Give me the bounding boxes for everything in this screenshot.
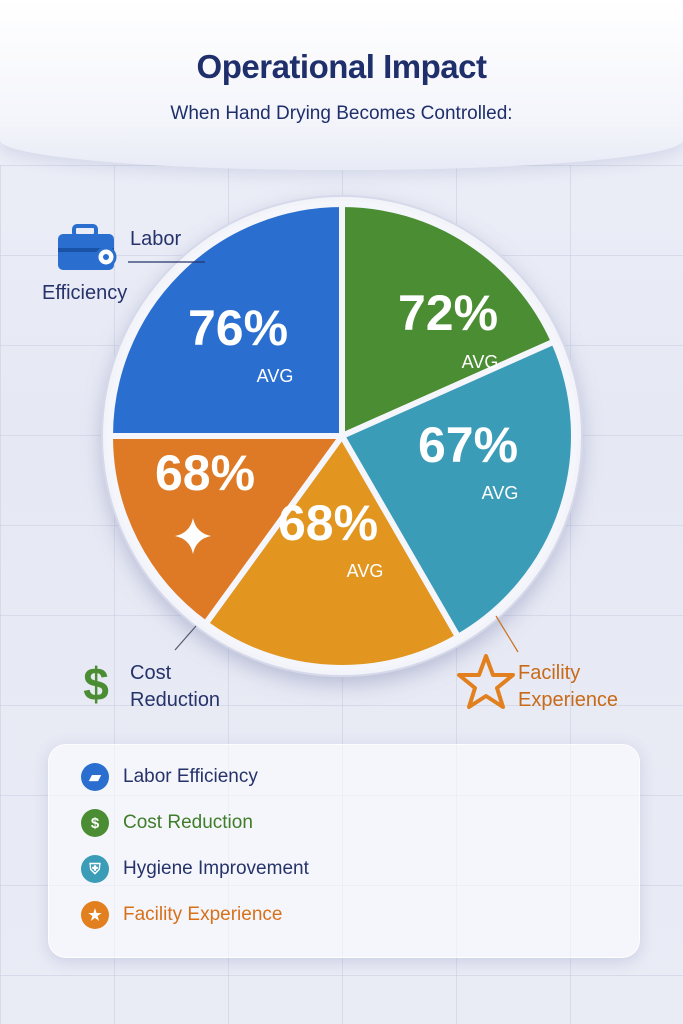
pie-slice-value-label: 68% [155,445,255,501]
sparkle-icon [175,518,211,554]
pie-slice-value-label: 67% [418,417,518,473]
pie-slice-1 [107,201,345,439]
pie-slice-value-label: 68% [278,495,378,551]
callout-labor-2: Efficiency [42,280,127,307]
legend-item-label: Cost Reduction [123,812,253,833]
legend-panel: ▰ Labor Efficiency $ Cost Reduction ⛨ Hygiene… [48,744,640,958]
header-banner: Operational Impact When Hand Drying Beco… [0,0,683,170]
pie-slice-avg-label: AVG [347,561,384,581]
pie-slice-value-label: 76% [188,300,288,356]
facility-leader-line [495,615,519,653]
page-title: Operational Impact [196,48,487,85]
legend-item: ⛨ Hygiene Improvement [81,855,309,883]
legend-item-label: Facility Experience [123,904,283,925]
star-icon [457,654,515,709]
callout-facility-line1: Facility [518,662,581,684]
pie-slice-2 [339,201,557,439]
pie-slice-4 [202,433,461,671]
legend-item: ★ Facility Experience [81,901,282,929]
shield-icon: ⛨ [81,855,109,883]
star-icon: ★ [81,901,109,929]
legend-item-label: Hygiene Improvement [123,858,309,879]
cost-leader-line [174,625,197,651]
callout-facility: Facility Experience [518,660,618,714]
legend-item: $ Cost Reduction [81,809,253,837]
pie-slice-avg-label: AVG [257,366,294,386]
legend-item: ▰ Labor Efficiency [81,763,258,791]
pie-slice-value-label: 72% [398,285,498,341]
callout-cost-line2: Reduction [130,689,221,711]
callout-labor-line2: Efficiency [42,282,128,304]
dollar-icon: $ [83,658,109,710]
pie-slice-5 [107,433,345,627]
callout-facility-line2: Experience [518,689,619,711]
page-subtitle: When Hand Drying Becomes Controlled: [170,103,513,124]
dollar-icon: $ [81,809,109,837]
toolbox-icon: ▰ [81,763,109,791]
toolbox-gear-icon [58,224,117,270]
callout-cost-line1: Cost [130,662,172,684]
pie-slice-avg-label: AVG [482,483,519,503]
callout-labor-line1: Labor [130,228,182,250]
callout-labor: Labor [130,226,181,253]
legend-item-label: Labor Efficiency [123,766,258,787]
pie-slice-3 [339,338,577,640]
pie-slice-avg-label: AVG [462,352,499,372]
callout-cost: Cost Reduction [130,660,220,714]
